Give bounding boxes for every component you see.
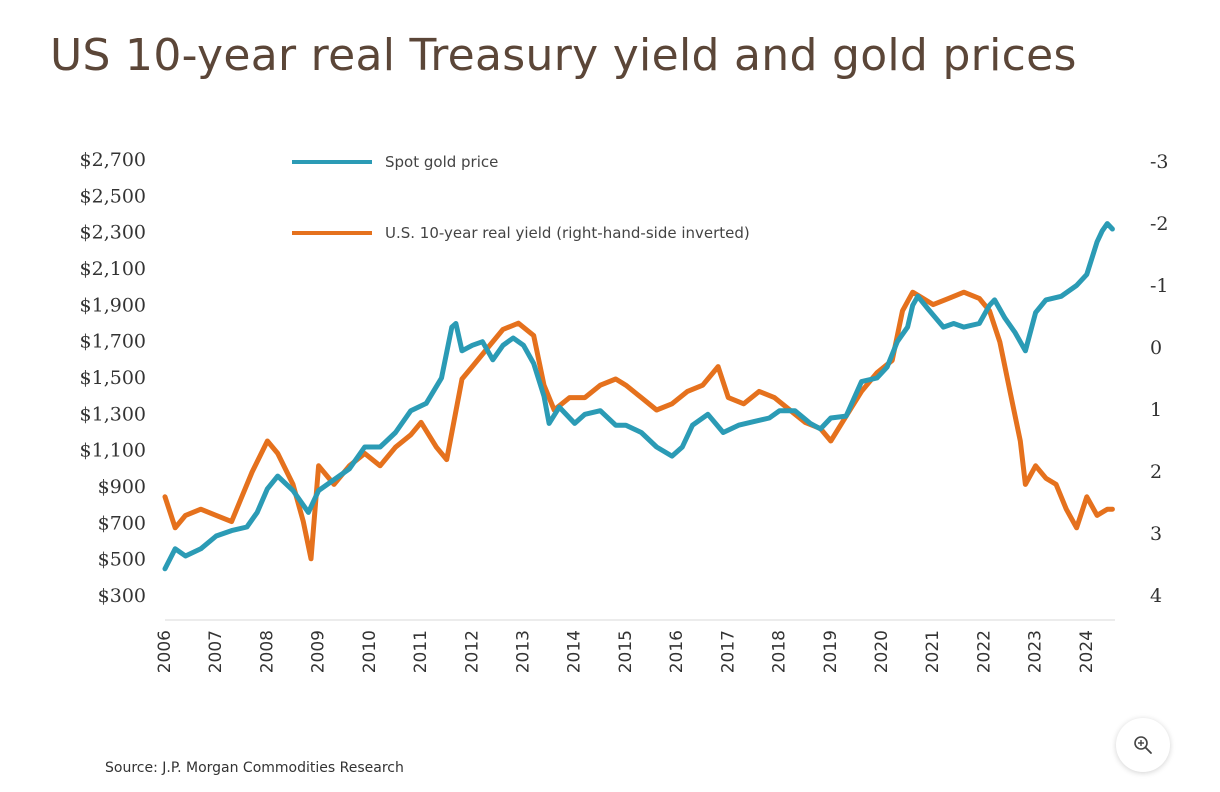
left-y-tick-label: $1,500 [80,367,146,389]
right-y-tick-label: 3 [1150,523,1162,545]
x-tick-label: 2008 [257,630,277,673]
left-y-tick-label: $500 [98,549,146,571]
x-tick-label: 2015 [616,630,636,673]
left-y-tick-label: $1,100 [80,440,146,462]
x-tick-label: 2014 [565,630,585,673]
x-tick-label: 2019 [821,630,841,673]
left-y-tick-label: $2,300 [80,222,146,244]
left-y-tick-label: $1,900 [80,294,146,316]
real-yield-line [162,289,1115,562]
x-tick-label: 2013 [513,630,533,673]
right-y-tick-label: 4 [1150,585,1162,607]
right-y-tick-label: -3 [1150,151,1169,173]
left-y-tick-label: $2,100 [80,258,146,280]
left-y-tick-label: $700 [98,512,146,534]
x-tick-label: 2009 [309,630,329,673]
left-y-tick-label: $2,500 [80,185,146,207]
x-tick-label: 2012 [462,630,482,673]
x-tick-label: 2011 [411,630,431,673]
left-y-tick-label: $2,700 [80,149,146,171]
chart-title: US 10-year real Treasury yield and gold … [50,30,1077,81]
left-y-tick-label: $1,300 [80,403,146,425]
plot-area: 2006 2007 2008 2009 2010 2011 2012 2013 2014 2015… [80,149,1169,673]
right-y-tick-label: 2 [1150,461,1162,483]
right-y-tick-label: 1 [1150,399,1162,421]
x-tick-label: 2020 [872,630,892,673]
x-tick-label: 2010 [360,630,380,673]
right-y-tick-label: 0 [1150,337,1162,359]
source-note: Source: J.P. Morgan Commodities Research [105,760,404,776]
right-y-tick-label: -2 [1150,213,1169,235]
x-tick-label: 2021 [923,630,943,673]
left-y-tick-label: $900 [98,476,146,498]
x-tick-label: 2022 [974,630,994,673]
x-tick-label: 2023 [1026,630,1046,673]
right-y-tick-label: -1 [1150,275,1169,297]
x-tick-label: 2007 [206,630,226,673]
legend-label-gold: Spot gold price [385,153,498,171]
gold-price-line [162,221,1115,572]
x-tick-label: 2006 [155,630,175,673]
legend-label-yield: U.S. 10-year real yield (right-hand-side… [385,224,750,242]
zoom-in-icon [1134,736,1152,754]
left-y-tick-label: $300 [98,585,146,607]
x-tick-label: 2024 [1077,630,1097,673]
x-tick-label: 2017 [718,630,738,673]
x-tick-label: 2016 [667,630,687,673]
left-y-tick-label: $1,700 [80,331,146,353]
x-tick-label: 2018 [770,630,790,673]
zoom-button[interactable] [1116,718,1170,772]
